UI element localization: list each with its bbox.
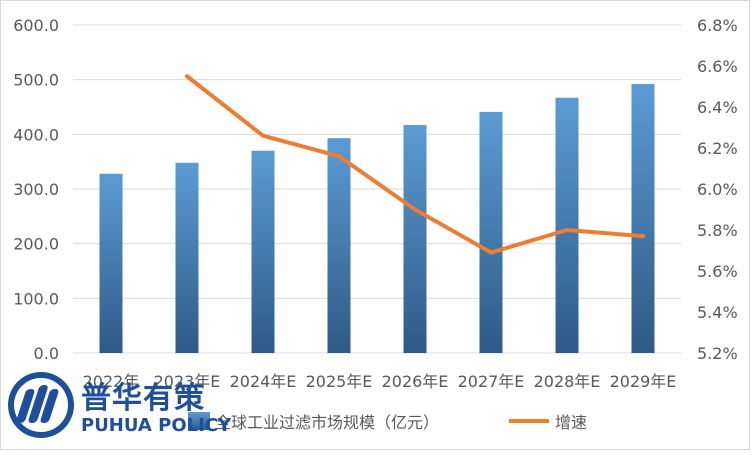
x-axis-tick-label: 2022年 <box>83 372 140 391</box>
x-axis-tick-label: 2024年E <box>230 372 297 391</box>
gridlines <box>73 24 681 354</box>
right-axis-tick-label: 6.2% <box>697 139 738 158</box>
left-y-axis: 0.0 100.0 200.0 300.0 400.0 500.0 600.0 <box>13 16 59 363</box>
legend: 全球工业过滤市场规模（亿元） 增速 <box>188 412 587 432</box>
bar-series <box>99 84 655 353</box>
growth-point <box>185 74 189 79</box>
growth-point <box>641 234 645 239</box>
bar <box>327 138 351 353</box>
left-axis-tick-label: 600.0 <box>13 16 59 35</box>
bar <box>479 111 503 353</box>
x-axis-tick-label: 2025年E <box>306 372 373 391</box>
right-axis-tick-label: 6.4% <box>697 98 738 117</box>
legend-bar-label: 全球工业过滤市场规模（亿元） <box>215 413 439 432</box>
right-axis-tick-label: 5.8% <box>697 221 738 240</box>
legend-line-label: 增速 <box>555 413 587 432</box>
left-axis-tick-label: 500.0 <box>13 71 59 90</box>
bar <box>175 162 199 353</box>
right-axis-tick-label: 6.8% <box>697 16 738 35</box>
growth-point <box>413 207 417 212</box>
x-axis-tick-label: 2027年E <box>458 372 525 391</box>
right-axis-tick-label: 6.6% <box>697 57 738 76</box>
right-y-axis: 5.2% 5.4% 5.6% 5.8% 6.0% 6.2% 6.4% 6.6% 6.8% <box>697 16 738 363</box>
bar <box>631 84 655 353</box>
right-axis-tick-label: 5.2% <box>697 344 738 363</box>
legend-bar-swatch <box>188 412 210 430</box>
growth-point <box>565 228 569 232</box>
bar <box>251 150 275 353</box>
bar <box>99 173 123 353</box>
bar <box>403 125 427 353</box>
growth-line-series <box>185 74 645 255</box>
left-axis-tick-label: 200.0 <box>13 235 59 254</box>
left-axis-tick-label: 100.0 <box>13 289 59 308</box>
x-axis-tick-label: 2023年E <box>154 372 221 391</box>
right-axis-tick-label: 5.6% <box>697 262 738 281</box>
bar <box>555 97 579 353</box>
growth-point <box>489 250 493 255</box>
left-axis-tick-label: 400.0 <box>13 125 59 144</box>
right-axis-tick-label: 5.4% <box>697 303 738 322</box>
right-axis-tick-label: 6.0% <box>697 180 738 199</box>
watermark-en-text: PUHUA POLICY <box>81 415 232 436</box>
growth-point <box>337 154 341 159</box>
watermark-logo: 普华有策 PUHUA POLICY <box>5 367 235 449</box>
left-axis-tick-label: 0.0 <box>34 344 59 363</box>
logo-emblem-icon <box>8 372 74 438</box>
left-axis-tick-label: 300.0 <box>13 180 59 199</box>
watermark-cn-text: 普华有策 <box>81 381 205 416</box>
x-axis-tick-label: 2026年E <box>382 372 449 391</box>
growth-point <box>261 133 265 138</box>
x-axis-tick-label: 2028年E <box>534 372 601 391</box>
x-axis-tick-label: 2029年E <box>610 372 677 391</box>
x-axis: 2022年 2023年E 2024年E 2025年E 2026年E 2027年E 2028年… <box>83 372 677 391</box>
